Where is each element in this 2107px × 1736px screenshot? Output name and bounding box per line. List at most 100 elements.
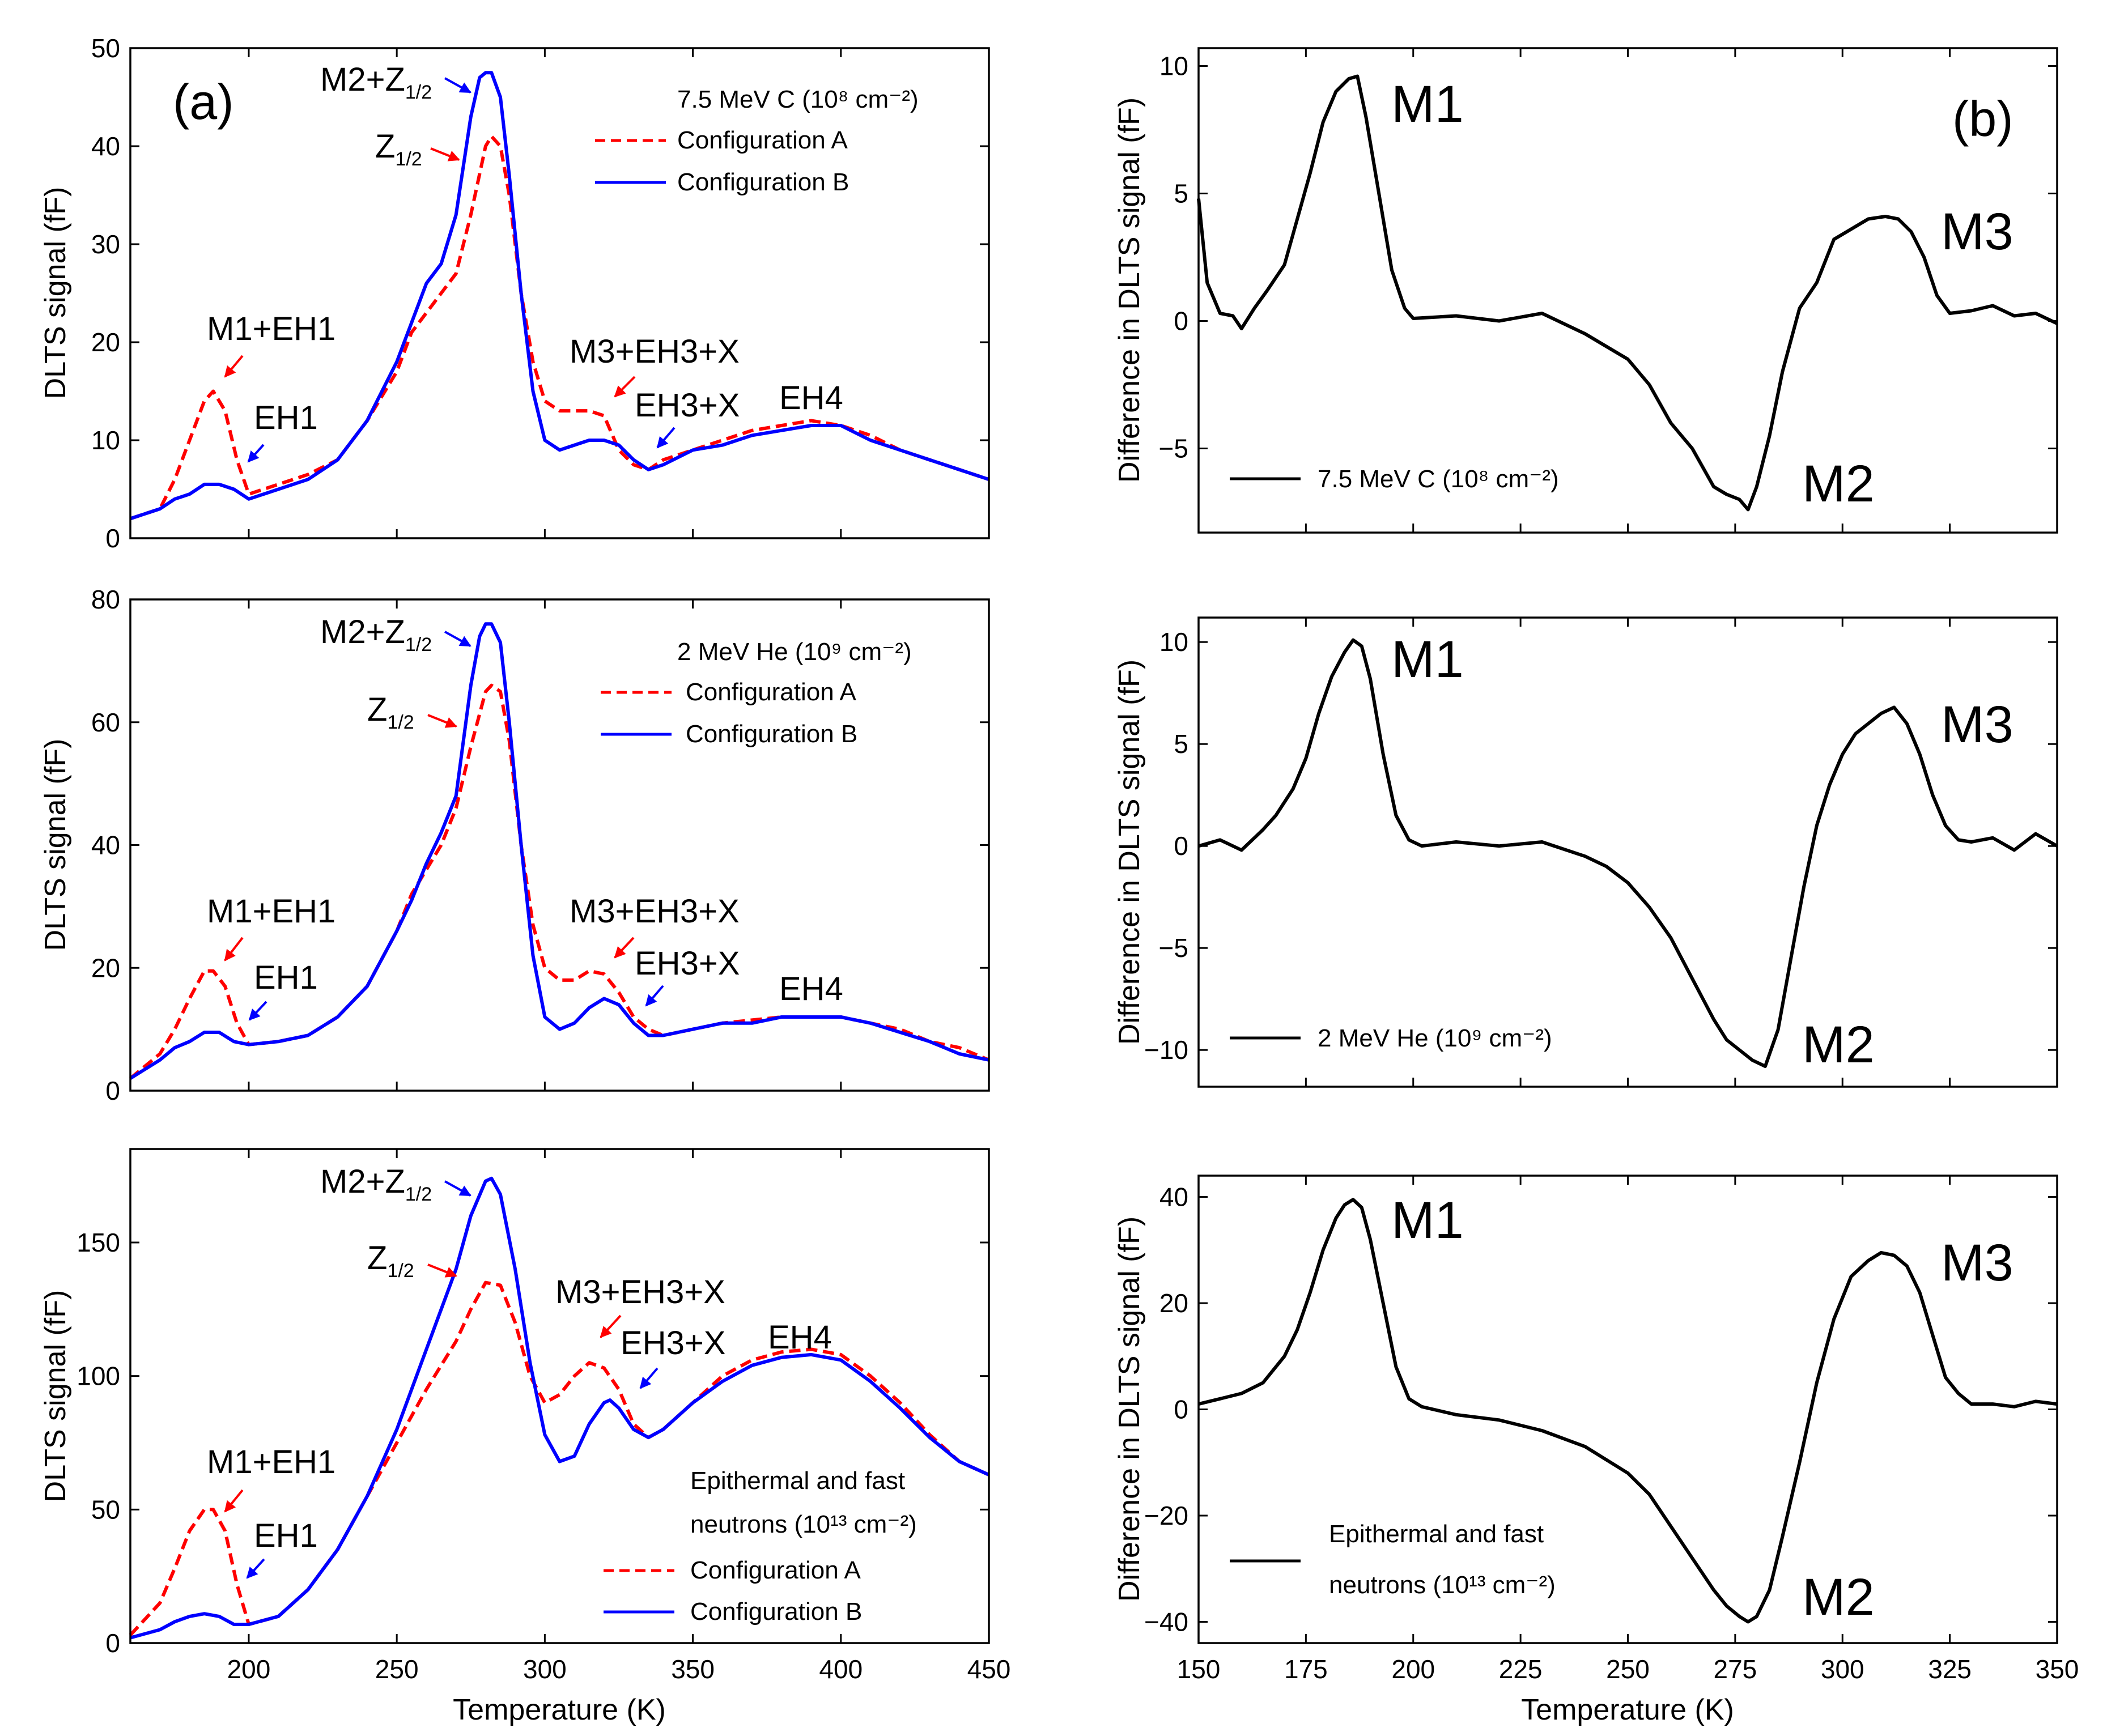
chart-b2: −10 −5 0 5 10 Difference in DLTS signal (fF)… <box>1113 616 2058 1088</box>
chart-b3-xlabel: Temperature (K) <box>1521 1694 1734 1726</box>
annotation-eh3x: EH3+X <box>635 945 740 982</box>
y-tick-label: −10 <box>1144 1035 1188 1065</box>
chart-a2-ylabel: DLTS signal (fF) <box>39 739 72 951</box>
arrow-eh1 <box>246 1558 265 1579</box>
series-line-a <box>1198 638 2058 1068</box>
annotation-eh1: EH1 <box>254 1517 318 1554</box>
annotation-m1: M1 <box>1391 1192 1464 1249</box>
chart-a3-legend: Epithermal and fast neutrons (10¹³ cm⁻²)… <box>604 1467 917 1626</box>
annotation-m2z: M2+Z1/2 <box>320 614 432 656</box>
annotation-eh3x: EH3+X <box>621 1325 725 1361</box>
annotation-m1eh1: M1+EH1 <box>207 893 335 930</box>
chart-b3: 150 175 200 225 250 275 300 325 350 −40 −20 0 20 40 D… <box>1113 1175 2079 1726</box>
chart-b3-frame <box>1197 1175 2058 1644</box>
y-tick-label: 10 <box>91 426 120 455</box>
arrow-m2z <box>444 631 471 647</box>
annotation-eh4: EH4 <box>768 1319 832 1356</box>
annotation-m1: M1 <box>1391 75 1464 133</box>
chart-a1-legend-title: 7.5 MeV C (10⁸ cm⁻²) <box>677 86 919 113</box>
chart-a2-frame <box>129 598 990 1092</box>
chart-b3-legend: Epithermal and fast neutrons (10¹³ cm⁻²) <box>1230 1520 1556 1599</box>
chart-b3-ticks: 150 175 200 225 250 275 300 325 350 −40 −20 0 20 40 <box>1144 1176 2079 1684</box>
x-tick-label: 150 <box>1177 1654 1221 1684</box>
x-tick-label: 325 <box>1928 1654 1972 1684</box>
chart-a2: 0 20 40 60 80 DLTS signal (fF) M2+Z1/2 Z1/2 … <box>39 585 990 1105</box>
x-tick-label: 300 <box>523 1654 567 1684</box>
chart-b2-series <box>1198 638 2058 1068</box>
annotation-m2z: M2+Z1/2 <box>320 1163 432 1205</box>
annotation-m3: M3 <box>1941 1234 2013 1292</box>
arrow-m2z <box>444 77 471 93</box>
y-tick-label: 20 <box>91 327 120 357</box>
y-tick-label: −40 <box>1144 1607 1188 1637</box>
series-line-a <box>1197 74 2058 512</box>
x-tick-label: 250 <box>375 1654 419 1684</box>
chart-a2-legend-label-a: Configuration A <box>686 678 857 706</box>
series-line-a <box>130 134 989 521</box>
chart-b3-ylabel: Difference in DLTS signal (fF) <box>1113 1216 1146 1602</box>
chart-a3-annotations: M2+Z1/2 Z1/2 M1+EH1 EH1 M3+EH3+X EH3+X E… <box>207 1163 832 1579</box>
annotation-eh1: EH1 <box>254 399 318 436</box>
x-tick-label: 350 <box>671 1654 715 1684</box>
chart-a3-ticks: 200 250 300 350 400 450 0 50 100 150 <box>77 1149 1010 1684</box>
y-tick-label: 0 <box>1174 1395 1188 1424</box>
y-tick-label: 10 <box>1159 627 1188 657</box>
chart-b3-legend-line2: neutrons (10¹³ cm⁻²) <box>1329 1571 1556 1599</box>
chart-a3-legend-label-a: Configuration A <box>690 1556 861 1584</box>
chart-b1-series <box>1197 74 2058 512</box>
chart-b2-frame <box>1197 616 2058 1088</box>
chart-a1-series <box>130 71 989 521</box>
arrow-m1eh1 <box>224 1489 244 1513</box>
annotation-eh3x: EH3+X <box>635 387 740 424</box>
chart-a3-xlabel: Temperature (K) <box>453 1694 666 1726</box>
y-tick-label: 0 <box>1174 831 1188 861</box>
annotation-z12: Z1/2 <box>375 128 422 170</box>
chart-a1: 0 10 20 30 40 50 DLTS signal (fF) (a) M2+Z1/2… <box>39 33 990 553</box>
y-tick-label: 60 <box>91 708 120 737</box>
chart-a1-ylabel: DLTS signal (fF) <box>39 187 72 399</box>
chart-b3-series <box>1198 1198 2058 1624</box>
x-tick-label: 275 <box>1714 1654 1757 1684</box>
panel-label-a: (a) <box>173 74 234 130</box>
arrow-m3eh3x <box>614 937 635 959</box>
chart-a3: 200 250 300 350 400 450 0 50 100 150 DLTS signal … <box>39 1148 1010 1726</box>
chart-b3-legend-line1: Epithermal and fast <box>1329 1520 1544 1548</box>
y-tick-label: 0 <box>1174 307 1188 336</box>
x-tick-label: 300 <box>1821 1654 1864 1684</box>
chart-a3-legend-title-line2: neutrons (10¹³ cm⁻²) <box>690 1511 917 1538</box>
chart-a1-legend-label-b: Configuration B <box>677 168 849 196</box>
annotation-m3eh3x: M3+EH3+X <box>570 893 740 930</box>
chart-b1-legend: 7.5 MeV C (10⁸ cm⁻²) <box>1230 465 1559 493</box>
y-tick-label: 5 <box>1174 179 1188 209</box>
chart-b2-ticks: −10 −5 0 5 10 <box>1144 618 2058 1087</box>
arrow-eh1 <box>247 444 265 463</box>
annotation-eh4: EH4 <box>779 971 843 1007</box>
chart-a2-series <box>129 622 990 1080</box>
x-tick-label: 400 <box>819 1654 863 1684</box>
annotation-m3eh3x: M3+EH3+X <box>555 1274 725 1310</box>
annotation-eh1: EH1 <box>254 959 318 996</box>
series-line-b <box>130 1176 990 1640</box>
chart-a1-frame <box>129 47 990 539</box>
y-tick-label: 150 <box>77 1228 120 1257</box>
arrow-m1eh1 <box>224 937 244 961</box>
arrow-eh3x <box>656 427 676 449</box>
chart-a2-legend: 2 MeV He (10⁹ cm⁻²) Configuration A Conf… <box>601 638 912 748</box>
arrow-m1eh1 <box>224 355 244 378</box>
x-tick-label: 200 <box>227 1654 271 1684</box>
x-tick-label: 200 <box>1391 1654 1435 1684</box>
y-tick-label: 80 <box>91 585 120 614</box>
arrow-z12 <box>427 714 457 728</box>
chart-b2-ylabel: Difference in DLTS signal (fF) <box>1113 659 1146 1045</box>
arrow-z12 <box>427 1263 457 1278</box>
chart-a3-series <box>129 1176 990 1640</box>
annotation-m1eh1: M1+EH1 <box>207 1444 335 1480</box>
y-tick-label: −5 <box>1159 933 1188 963</box>
series-line-b <box>129 622 989 1080</box>
chart-b1-ticks: −5 0 5 10 <box>1159 48 2058 533</box>
y-tick-label: 50 <box>91 33 120 63</box>
annotation-m3: M3 <box>1941 696 2013 754</box>
chart-b1-frame <box>1197 47 2058 534</box>
chart-a3-legend-label-b: Configuration B <box>690 1598 862 1626</box>
arrow-eh3x <box>645 985 664 1007</box>
